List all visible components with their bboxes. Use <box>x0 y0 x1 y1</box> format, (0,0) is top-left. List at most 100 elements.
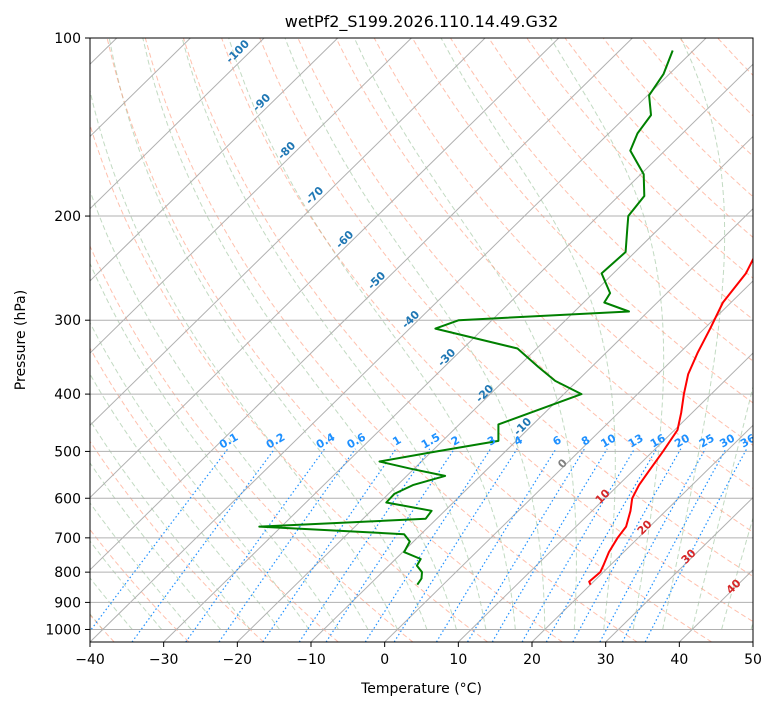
mixing-ratio-line <box>325 448 455 642</box>
dry-adiabat <box>106 38 563 642</box>
moist-adiabat <box>90 373 280 630</box>
dry-adiabat <box>90 244 414 642</box>
dry-adiabat <box>90 347 339 642</box>
dry-adiabat <box>144 38 638 642</box>
mixing-ratio-line <box>364 448 492 642</box>
isotherm-line <box>531 424 753 642</box>
isotherm-line <box>236 135 753 642</box>
isotherm-line <box>90 38 265 210</box>
y-tick-label: 1000 <box>45 622 81 638</box>
mixing-ratio-line <box>218 448 356 642</box>
moist-adiabat <box>228 38 516 630</box>
dry-adiabat-label: 20 <box>635 517 655 537</box>
isotherm-label: -80 <box>275 139 298 162</box>
dry-adiabat <box>259 38 753 578</box>
mixing-ratio-line <box>466 448 586 642</box>
isotherm-label: -70 <box>303 184 326 207</box>
x-tick-label: 10 <box>449 652 467 668</box>
moist-adiabat <box>691 384 753 630</box>
moist-adiabat <box>550 38 665 630</box>
mixing-ratio-label: 13 <box>626 432 646 451</box>
x-tick-label: −20 <box>223 652 253 668</box>
isotherm-line <box>310 207 753 642</box>
isotherm-line <box>90 38 633 571</box>
isotherm-label: -50 <box>365 269 388 292</box>
mixing-ratio-line <box>131 448 276 642</box>
moist-adiabat <box>90 189 369 630</box>
x-tick-label: −10 <box>296 652 326 668</box>
x-tick-label: −40 <box>75 652 105 668</box>
isotherm-label: -90 <box>250 91 273 114</box>
isotherm-line <box>605 496 753 642</box>
dewpoint-profile-line <box>258 50 674 586</box>
mixing-ratio-label: 30 <box>717 431 737 450</box>
mixing-ratio-line <box>572 448 682 642</box>
dry-adiabat <box>756 38 775 642</box>
y-tick-label: 500 <box>54 444 81 460</box>
dry-adiabat <box>488 38 753 321</box>
dry-adiabat-label: 30 <box>679 546 699 566</box>
moist-adiabat <box>90 462 222 630</box>
dry-adiabat-label: 0 <box>555 456 570 471</box>
isotherm-line <box>90 38 707 642</box>
dry-adiabat <box>90 440 264 642</box>
x-tick-label: 20 <box>523 652 541 668</box>
moist-adiabat <box>750 620 753 630</box>
dry-adiabat <box>373 38 753 447</box>
moist-adiabat <box>90 88 398 630</box>
moist-adiabat <box>440 38 616 630</box>
mixing-ratio-line <box>599 448 707 642</box>
moist-adiabat <box>108 38 428 630</box>
x-tick-label: 50 <box>744 652 762 668</box>
moist-adiabat <box>142 38 457 630</box>
mixing-ratio-line <box>393 448 518 642</box>
isotherm-line <box>90 38 486 427</box>
mixing-ratio-label: 0.2 <box>264 430 287 451</box>
mixing-ratio-line <box>435 448 557 642</box>
mixing-ratio-label: 36 <box>738 431 758 450</box>
temperature-profile-line <box>588 257 753 586</box>
y-tick-label: 100 <box>54 31 81 47</box>
dry-adiabat <box>221 38 753 623</box>
y-axis-label: Pressure (hPa) <box>13 290 29 390</box>
isotherm-line <box>90 38 412 354</box>
moist-adiabat <box>90 262 339 630</box>
x-tick-label: 40 <box>670 652 688 668</box>
moist-adiabat <box>90 419 251 630</box>
isotherm-line <box>457 352 753 642</box>
mixing-ratio-line <box>262 448 397 642</box>
y-tick-label: 300 <box>54 313 81 329</box>
dry-adiabat-label: 40 <box>724 576 744 596</box>
y-tick-label: 800 <box>54 565 81 581</box>
chart-title: wetPf2_S199.2026.110.14.49.G32 <box>285 12 559 32</box>
y-tick-label: 400 <box>54 387 81 403</box>
isotherm-label: -100 <box>223 37 252 66</box>
mixing-ratio-line <box>298 448 431 642</box>
mixing-ratio-line <box>90 448 229 633</box>
mixing-ratio-label: 10 <box>599 431 619 450</box>
mixing-ratio-line <box>545 448 658 642</box>
isotherm-line <box>90 38 560 499</box>
moist-adiabat <box>181 38 487 630</box>
y-tick-label: 600 <box>54 491 81 507</box>
isotherm-label: -40 <box>399 308 422 331</box>
x-tick-label: −30 <box>149 652 179 668</box>
isotherm-label: -30 <box>435 346 458 369</box>
mixing-ratio-label: 0.1 <box>217 430 240 451</box>
dry-adiabat <box>450 38 753 362</box>
moist-adiabat <box>721 516 753 630</box>
isotherm-line <box>90 38 339 282</box>
x-tick-label: 30 <box>597 652 615 668</box>
mixing-ratio-line <box>644 448 748 642</box>
dry-adiabat <box>526 38 753 279</box>
moist-adiabat <box>662 38 726 630</box>
x-tick-label: 0 <box>380 652 389 668</box>
dry-adiabat <box>182 38 712 642</box>
mixing-ratio-label: 6 <box>551 433 564 448</box>
x-axis-label: Temperature (°C) <box>360 681 482 697</box>
plot-frame <box>89 37 754 643</box>
mixing-ratio-line <box>185 448 326 642</box>
moist-adiabat <box>284 38 546 630</box>
isotherm-line <box>752 641 753 642</box>
